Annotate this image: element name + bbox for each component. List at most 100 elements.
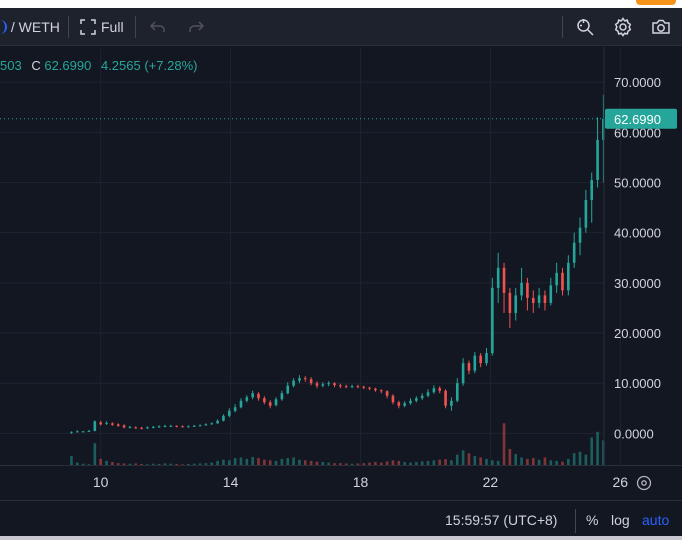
volume-bar — [391, 460, 395, 466]
candle-body — [362, 386, 366, 388]
candle-body — [339, 385, 342, 387]
volume-bar — [426, 460, 430, 466]
candle-body — [578, 227, 582, 243]
last-price-tag-bg — [605, 108, 677, 129]
auto-scale-toggle[interactable]: auto — [642, 512, 670, 528]
y-tick-label: 70.0000 — [614, 75, 661, 90]
candlestick-chart[interactable]: 70.0000 60.0000 50.0000 40.0000 30.0000 20.00… — [0, 47, 682, 466]
y-tick-label: 60.0000 — [614, 125, 661, 140]
candle-body — [514, 295, 518, 313]
volume-bar — [151, 463, 155, 466]
candle-body — [169, 425, 173, 427]
candle-body — [502, 267, 506, 293]
candle-body — [157, 426, 161, 428]
volume-bar — [227, 460, 231, 466]
toolbar-divider — [135, 16, 136, 38]
candle-body — [602, 118, 605, 140]
toolbar-divider — [562, 16, 563, 38]
volume-bar — [204, 463, 208, 466]
bottom-divider — [575, 509, 576, 533]
volume-bar — [526, 458, 529, 466]
candle-body — [561, 272, 564, 291]
candle-body — [543, 295, 547, 303]
volume-bar — [409, 462, 412, 466]
candle-body — [479, 355, 482, 364]
volume-bar — [286, 458, 290, 466]
volume-bar — [70, 456, 73, 466]
volume-bar — [590, 437, 594, 466]
candle-body — [175, 425, 178, 427]
chart-area[interactable]: 70.0000 60.0000 50.0000 40.0000 30.0000 20.00… — [0, 47, 682, 466]
volume-bar — [321, 462, 325, 466]
candle-body — [526, 282, 529, 298]
candle-body — [391, 395, 395, 403]
y-tick-label: 20.0000 — [614, 326, 661, 341]
candle-body — [210, 423, 214, 425]
candle-body — [134, 427, 138, 429]
symbol-label[interactable]: / WETH — [0, 8, 60, 46]
y-tick-label: 40.0000 — [614, 226, 661, 241]
candle-body — [397, 402, 401, 406]
axis-settings-icon[interactable] — [636, 475, 652, 491]
volume-bar — [75, 462, 79, 466]
volume-bar — [198, 463, 202, 466]
gear-icon[interactable] — [613, 17, 633, 37]
candle-body — [572, 242, 576, 263]
redo-icon[interactable] — [186, 17, 206, 37]
browser-top-edge — [0, 0, 682, 8]
volume-bar — [309, 460, 313, 466]
volume-bar — [274, 460, 278, 466]
full-button[interactable]: Full — [101, 19, 124, 35]
candle-body — [549, 285, 553, 303]
y-tick-label: 10.0000 — [614, 376, 661, 391]
volume-bar — [467, 453, 471, 466]
candle-body — [496, 267, 500, 288]
candle-body — [590, 179, 594, 201]
candle-body — [239, 400, 243, 408]
candle-body — [315, 383, 319, 386]
volume-bar — [216, 460, 219, 466]
undo-icon[interactable] — [148, 17, 168, 37]
candle-body — [473, 355, 477, 371]
volume-bar — [292, 457, 295, 466]
candle-body — [75, 431, 79, 433]
log-scale-toggle[interactable]: log — [611, 512, 630, 528]
bottom-bar: 15:59:57 (UTC+8) % log auto — [0, 500, 682, 540]
candle-body — [151, 426, 155, 428]
volume-bar — [578, 451, 582, 466]
fullscreen-icon[interactable] — [78, 17, 98, 37]
zoom-search-icon[interactable] — [575, 17, 595, 37]
symbol-pair: / WETH — [10, 19, 60, 35]
volume-bar — [81, 463, 85, 466]
candle-body — [187, 426, 190, 428]
volume-bar — [567, 458, 570, 466]
clock-timezone[interactable]: 15:59:57 (UTC+8) — [445, 512, 558, 528]
x-tick-label: 14 — [223, 474, 239, 490]
candle-body — [274, 399, 278, 406]
candle-body — [485, 353, 488, 364]
volume-bar — [543, 457, 547, 466]
volume-bar — [99, 458, 102, 466]
chart-toolbar: / WETH Full — [0, 8, 682, 46]
volume-bar — [496, 460, 500, 466]
volume-bar — [105, 460, 108, 466]
candle-body — [292, 380, 295, 386]
candle-body — [438, 388, 442, 391]
candle-body — [99, 422, 102, 425]
volume-bar — [134, 463, 138, 466]
candle-body — [181, 426, 184, 428]
camera-icon[interactable] — [651, 17, 671, 37]
candle-body — [257, 393, 260, 399]
candle-body — [537, 295, 541, 303]
volume-bar — [116, 463, 120, 466]
candle-body — [81, 431, 85, 433]
time-axis[interactable]: 10 14 18 22 26 — [0, 466, 682, 500]
percent-scale-toggle[interactable]: % — [586, 512, 599, 528]
candle-body — [432, 388, 436, 393]
volume-bar — [128, 463, 132, 466]
candle-body — [251, 393, 254, 398]
volume-bar — [280, 458, 284, 466]
volume-bar — [438, 459, 442, 466]
candle-body — [263, 398, 266, 403]
chart-grid — [0, 47, 621, 466]
